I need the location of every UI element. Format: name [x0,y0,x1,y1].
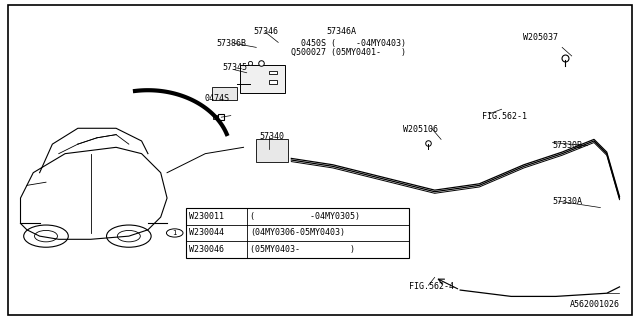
Text: W205106: W205106 [403,125,438,134]
Text: 57386B: 57386B [217,39,247,48]
Text: W230044: W230044 [189,228,225,237]
Bar [212,87,237,100]
Bar [241,65,285,93]
Text: FIG.562-1: FIG.562-1 [483,112,527,121]
Text: 57346A: 57346A [326,27,356,36]
Bar [269,70,276,74]
Text: 57330A: 57330A [552,197,582,206]
Text: 57340: 57340 [259,132,284,141]
Text: (05MY0403-          ): (05MY0403- ) [250,245,355,254]
Text: 1: 1 [172,230,177,236]
Text: W205037: W205037 [523,33,557,42]
Text: W230011: W230011 [189,212,225,220]
Text: FIG.562-4: FIG.562-4 [409,282,454,292]
Text: 0450S (    -04MY0403): 0450S ( -04MY0403) [301,39,406,48]
Text: 57345: 57345 [223,62,248,72]
Bar [269,80,276,84]
Text: 57330B: 57330B [552,141,582,150]
Bar [256,140,288,162]
Bar [186,208,409,258]
Text: W230046: W230046 [189,245,225,254]
Text: 57346: 57346 [253,27,278,36]
Text: (           -04MY0305): ( -04MY0305) [250,212,360,220]
Text: Q500027 (05MY0401-    ): Q500027 (05MY0401- ) [291,48,406,57]
Text: 0474S: 0474S [204,94,229,103]
Text: (04MY0306-05MY0403): (04MY0306-05MY0403) [250,228,345,237]
Text: A562001026: A562001026 [570,300,620,309]
